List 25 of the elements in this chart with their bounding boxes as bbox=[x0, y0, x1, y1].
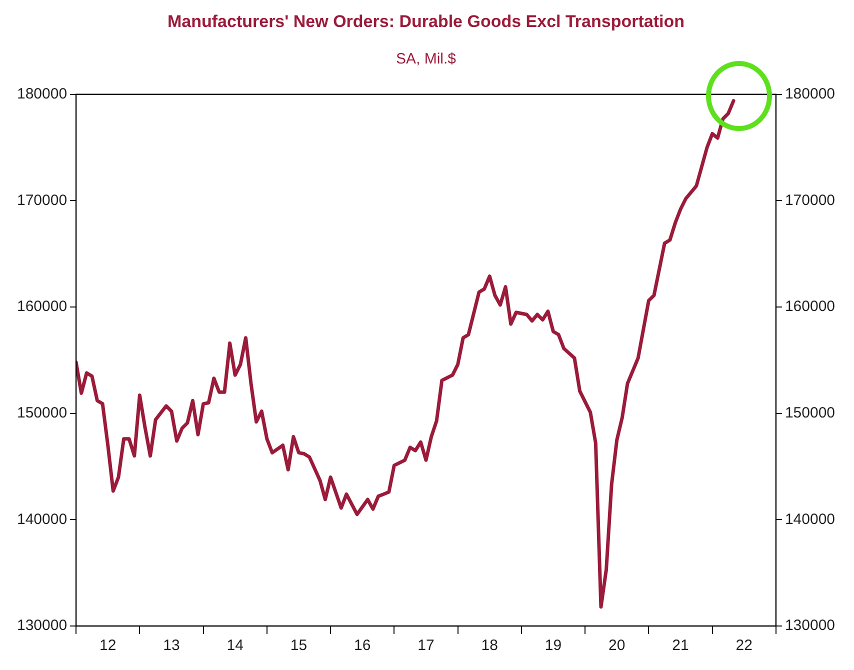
y-tick-label: 160000 bbox=[16, 298, 68, 316]
y2-tick-label: 160000 bbox=[784, 298, 836, 316]
chart-title: Manufacturers' New Orders: Durable Goods Excl Transportation bbox=[168, 12, 684, 31]
x-tick-label: 16 bbox=[354, 637, 371, 654]
x-tick-label: 19 bbox=[544, 637, 562, 654]
chart-subtitle: SA, Mil.$ bbox=[396, 50, 457, 68]
y-tick-label: 150000 bbox=[16, 404, 68, 422]
x-tick-label: 20 bbox=[608, 637, 626, 654]
y2-tick-label: 130000 bbox=[784, 617, 836, 634]
x-tick-label: 17 bbox=[418, 637, 434, 654]
y-tick-label: 170000 bbox=[16, 192, 68, 209]
x-tick-label: 13 bbox=[163, 637, 180, 654]
y2-tick-label: 150000 bbox=[784, 404, 836, 422]
y-tick-label: 140000 bbox=[16, 510, 68, 528]
x-tick-label: 12 bbox=[100, 637, 116, 654]
y2-tick-label: 170000 bbox=[784, 192, 836, 209]
y2-tick-label: 140000 bbox=[784, 510, 836, 528]
x-tick-label: 14 bbox=[226, 637, 244, 654]
x-tick-label: 15 bbox=[290, 637, 308, 654]
x-tick-label: 21 bbox=[672, 637, 689, 654]
y-tick-label: 130000 bbox=[16, 617, 68, 634]
y2-tick-label: 180000 bbox=[784, 86, 836, 103]
x-tick-label: 18 bbox=[481, 637, 498, 654]
y-tick-label: 180000 bbox=[16, 86, 68, 103]
x-tick-label: 22 bbox=[736, 637, 752, 654]
